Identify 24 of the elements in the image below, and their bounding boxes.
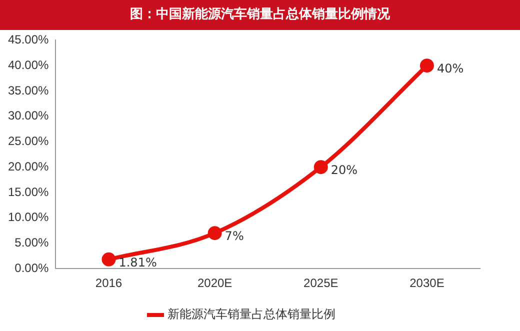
y-tick-label: 25.00% bbox=[8, 134, 50, 148]
point bbox=[314, 160, 328, 174]
x-tick-label: 2030E bbox=[410, 276, 444, 290]
data-label: 7% bbox=[224, 229, 244, 244]
y-tick-label: 30.00% bbox=[8, 108, 50, 123]
x-tick-label: 2025E bbox=[304, 276, 338, 290]
point bbox=[208, 226, 222, 240]
data-label: 20% bbox=[330, 163, 358, 178]
y-tick-label: 0.00% bbox=[14, 260, 50, 275]
y-tick-label: 5.00% bbox=[14, 236, 50, 250]
y-tick-label: 40.00% bbox=[8, 58, 50, 72]
y-tick-label: 15.00% bbox=[8, 184, 50, 199]
legend-label: 新能源汽车销量占总体销量比例 bbox=[168, 307, 336, 322]
point bbox=[420, 58, 434, 73]
data-label: 1.81% bbox=[118, 256, 157, 270]
x-tick-label: 2016 bbox=[95, 276, 122, 290]
point bbox=[102, 252, 116, 266]
y-tick-label: 20.00% bbox=[8, 159, 50, 174]
x-tick-label: 2020E bbox=[197, 276, 232, 290]
y-tick-label: 35.00% bbox=[8, 83, 50, 98]
y-tick-label: 45.00% bbox=[8, 32, 50, 47]
chart-title: 图：中国新能源汽车销量占总体销量比例情况 bbox=[0, 0, 520, 30]
data-label: 40% bbox=[436, 62, 464, 76]
y-tick-label: 10.00% bbox=[8, 210, 50, 224]
